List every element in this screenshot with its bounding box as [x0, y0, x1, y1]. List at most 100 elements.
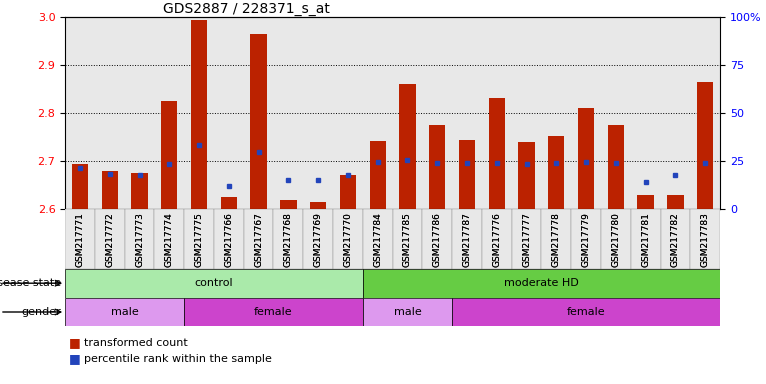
Text: ■: ■	[69, 353, 80, 366]
Text: GSM217786: GSM217786	[433, 212, 442, 267]
Bar	[399, 84, 416, 209]
Bar	[131, 173, 148, 209]
Bar	[452, 209, 482, 269]
Bar	[489, 98, 505, 209]
Text: GSM217787: GSM217787	[463, 212, 472, 267]
Text: control: control	[195, 278, 234, 288]
Text: GSM217781: GSM217781	[641, 212, 650, 267]
Text: GSM217775: GSM217775	[195, 212, 204, 267]
Bar	[363, 269, 720, 298]
Title: GDS2887 / 228371_s_at: GDS2887 / 228371_s_at	[0, 383, 1, 384]
Bar	[184, 209, 214, 269]
Bar	[303, 209, 333, 269]
Bar	[601, 209, 630, 269]
Text: GSM217774: GSM217774	[165, 212, 174, 267]
Bar	[542, 209, 571, 269]
Text: transformed count: transformed count	[84, 338, 188, 348]
Text: GSM217784: GSM217784	[373, 212, 382, 267]
Bar	[95, 209, 125, 269]
Bar	[65, 269, 363, 298]
Bar	[452, 298, 720, 326]
Bar	[102, 171, 118, 209]
Bar	[280, 200, 296, 209]
Text: GSM217767: GSM217767	[254, 212, 263, 267]
Bar	[392, 209, 422, 269]
Bar	[459, 140, 475, 209]
Bar	[161, 101, 178, 209]
Text: GSM217769: GSM217769	[313, 212, 322, 267]
Text: GSM217785: GSM217785	[403, 212, 412, 267]
Text: GSM217780: GSM217780	[611, 212, 620, 267]
Text: disease state: disease state	[0, 278, 61, 288]
Text: GSM217766: GSM217766	[224, 212, 234, 267]
Bar	[607, 125, 624, 209]
Bar	[690, 209, 720, 269]
Bar	[214, 209, 244, 269]
Bar	[363, 209, 392, 269]
Bar	[369, 141, 386, 209]
Bar	[65, 209, 95, 269]
Text: gender: gender	[21, 307, 61, 317]
Bar	[697, 82, 713, 209]
Bar	[363, 298, 452, 326]
Text: GSM217777: GSM217777	[522, 212, 531, 267]
Text: GSM217773: GSM217773	[135, 212, 144, 267]
Bar	[125, 209, 155, 269]
Text: GSM217773: GSM217773	[135, 212, 144, 267]
Text: GSM217770: GSM217770	[343, 212, 352, 267]
Text: GSM217767: GSM217767	[254, 212, 263, 267]
Text: GSM217772: GSM217772	[105, 212, 114, 267]
Text: GSM217774: GSM217774	[165, 212, 174, 267]
Text: ■: ■	[69, 336, 80, 349]
Text: GSM217772: GSM217772	[105, 212, 114, 267]
Bar	[512, 209, 542, 269]
Bar	[578, 109, 594, 209]
Text: GSM217775: GSM217775	[195, 212, 204, 267]
Bar	[519, 142, 535, 209]
Text: GSM217779: GSM217779	[581, 212, 591, 267]
Bar	[310, 202, 326, 209]
Bar	[637, 195, 654, 209]
Bar	[667, 195, 683, 209]
Text: male: male	[111, 307, 139, 317]
Bar	[184, 298, 363, 326]
Text: female: female	[567, 307, 605, 317]
Text: GSM217776: GSM217776	[493, 212, 501, 267]
Bar	[340, 175, 356, 209]
Text: GSM217777: GSM217777	[522, 212, 531, 267]
Text: GSM217771: GSM217771	[76, 212, 84, 267]
Bar	[630, 209, 660, 269]
Text: GSM217783: GSM217783	[701, 212, 709, 267]
Bar	[422, 209, 452, 269]
Text: GSM217782: GSM217782	[671, 212, 680, 267]
Text: GSM217770: GSM217770	[343, 212, 352, 267]
Text: GSM217778: GSM217778	[552, 212, 561, 267]
Text: GSM217785: GSM217785	[403, 212, 412, 267]
Bar	[250, 34, 267, 209]
Text: GSM217781: GSM217781	[641, 212, 650, 267]
Bar	[273, 209, 303, 269]
Text: percentile rank within the sample: percentile rank within the sample	[84, 354, 272, 364]
Bar	[155, 209, 184, 269]
Text: moderate HD: moderate HD	[504, 278, 579, 288]
Bar	[244, 209, 273, 269]
Bar	[65, 209, 720, 269]
Text: GSM217766: GSM217766	[224, 212, 234, 267]
Bar	[429, 125, 445, 209]
Bar	[65, 298, 184, 326]
Text: GSM217787: GSM217787	[463, 212, 472, 267]
Text: GSM217783: GSM217783	[701, 212, 709, 267]
Text: GSM217782: GSM217782	[671, 212, 680, 267]
Text: GSM217769: GSM217769	[313, 212, 322, 267]
Bar	[333, 209, 363, 269]
Text: GSM217778: GSM217778	[552, 212, 561, 267]
Bar	[72, 164, 88, 209]
Text: male: male	[394, 307, 421, 317]
Text: female: female	[254, 307, 293, 317]
Text: GSM217771: GSM217771	[76, 212, 84, 267]
Text: GSM217768: GSM217768	[284, 212, 293, 267]
Bar	[221, 197, 237, 209]
Text: GSM217768: GSM217768	[284, 212, 293, 267]
Text: GDS2887 / 228371_s_at: GDS2887 / 228371_s_at	[163, 2, 330, 16]
Bar	[571, 209, 601, 269]
